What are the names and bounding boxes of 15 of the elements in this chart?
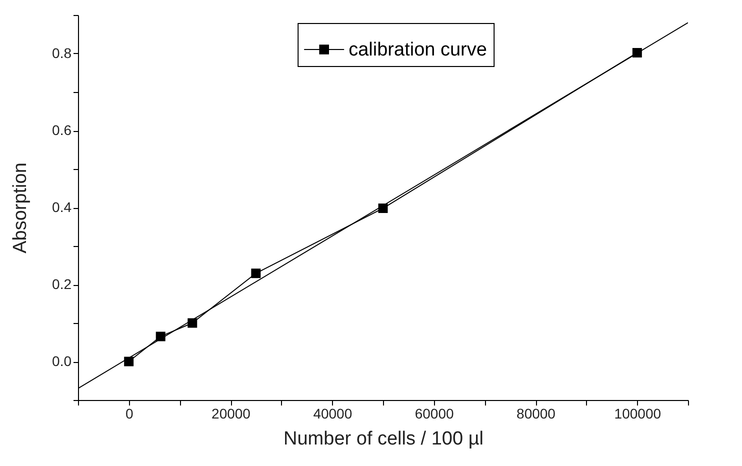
- y-tick-label: 0.8: [52, 45, 72, 61]
- y-tick-label: 0.6: [52, 122, 72, 138]
- x-tick-label: 80000: [516, 406, 556, 422]
- x-tick-label: 100000: [614, 406, 662, 422]
- y-axis-title: Absorption: [10, 162, 32, 254]
- y-tick-label: 0.0: [52, 353, 72, 369]
- y-tick-label: 0.2: [52, 276, 72, 292]
- x-tick-label: 60000: [414, 406, 454, 422]
- y-tick-label: 0.4: [52, 199, 72, 215]
- x-tick-label: 20000: [212, 406, 251, 422]
- x-tick-label: 40000: [313, 406, 352, 422]
- legend-label: calibration curve: [348, 40, 487, 60]
- x-tick-label: 0: [125, 406, 134, 422]
- point: [251, 268, 261, 278]
- x-axis-title: Number of cells / 100 µl: [284, 428, 484, 450]
